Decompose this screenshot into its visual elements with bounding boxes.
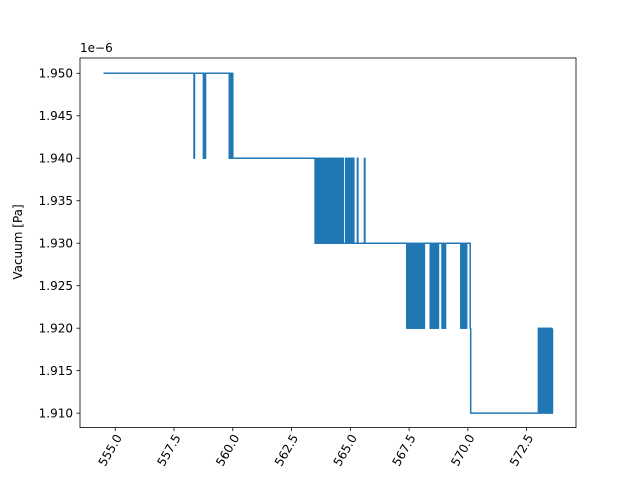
y-tick-label: 1.940 (39, 152, 73, 166)
y-axis-ticks: 1.910 1.915 1.920 1.925 1.930 1.935 1.940 1.945… (39, 67, 80, 420)
y-tick-label: 1.945 (39, 109, 73, 123)
series-line-0 (103, 72, 554, 414)
y-tick-label: 1.950 (39, 67, 73, 81)
y-tick-label: 1.925 (39, 279, 73, 293)
plot-area (103, 72, 554, 414)
y-tick-label: 1.935 (39, 194, 73, 208)
y-tick-label: 1.915 (39, 364, 73, 378)
y-axis-label: Vacuum [Pa] (11, 204, 25, 279)
y-axis-offset-text: 1e−6 (80, 41, 113, 55)
y-tick-label: 1.920 (39, 321, 73, 335)
y-tick-label: 1.910 (39, 406, 73, 420)
axes-frame (79, 57, 577, 429)
y-tick-label: 1.930 (39, 237, 73, 251)
